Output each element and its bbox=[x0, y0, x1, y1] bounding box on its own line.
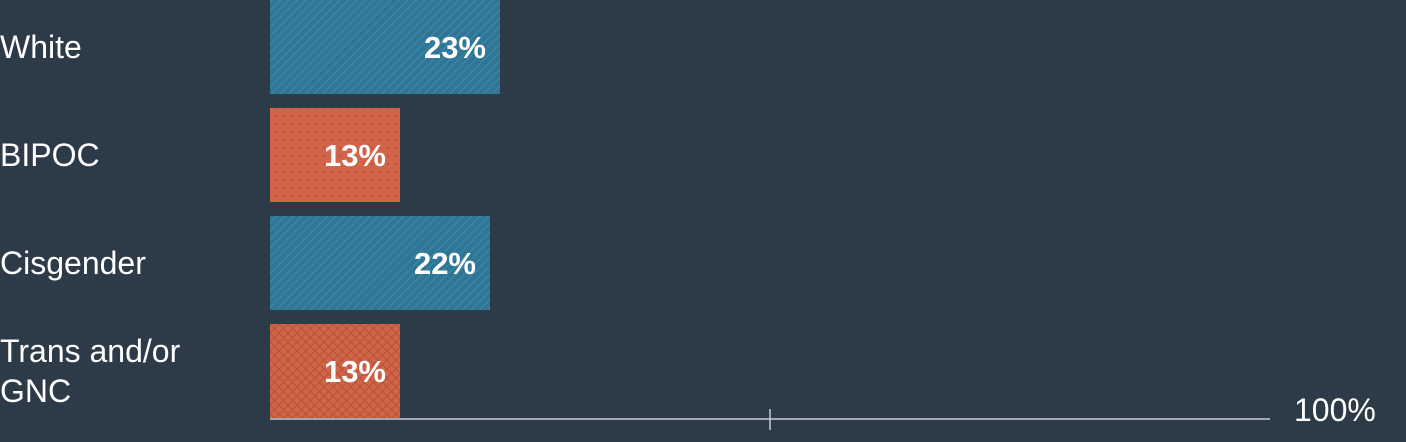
bar-white bbox=[270, 0, 500, 94]
bar-value-label: 22% bbox=[414, 246, 476, 281]
bar-value-label: 23% bbox=[424, 30, 486, 65]
bar-value-label: 13% bbox=[324, 138, 386, 173]
category-label: White bbox=[0, 29, 82, 65]
category-label: Trans and/or GNC bbox=[0, 333, 181, 409]
bar-cisgender bbox=[270, 216, 490, 310]
x-axis-end-label: 100% bbox=[1294, 392, 1376, 428]
bar-trans-and-or-gnc bbox=[270, 324, 400, 418]
category-label: Cisgender bbox=[0, 245, 146, 281]
category-label: BIPOC bbox=[0, 137, 100, 173]
bar-value-label: 13% bbox=[324, 354, 386, 389]
bar-bipoc bbox=[270, 108, 400, 202]
